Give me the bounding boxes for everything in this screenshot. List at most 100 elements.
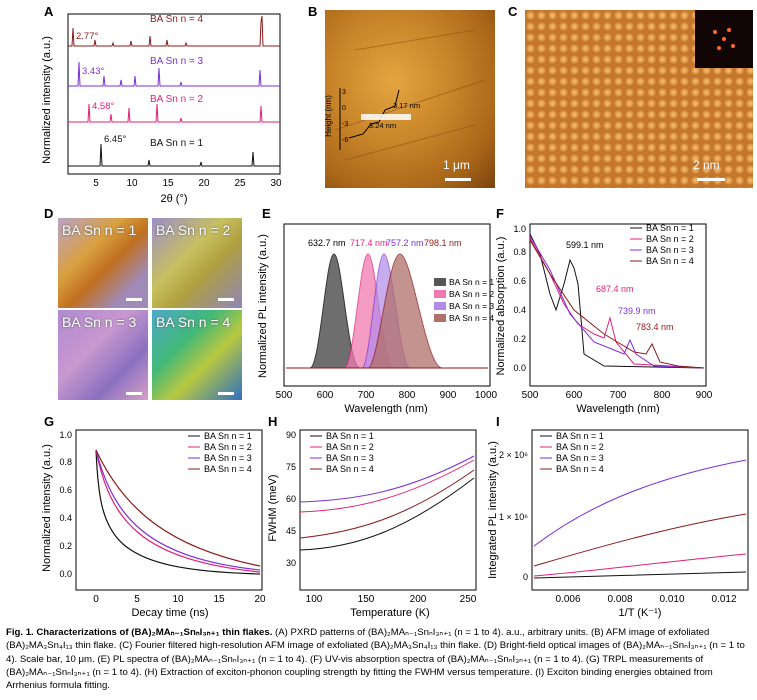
pl-xtick: 500 bbox=[276, 390, 293, 401]
pxrd-peak-n3: 3.43° bbox=[82, 66, 104, 77]
ipl-xtick: 0.006 bbox=[555, 594, 580, 605]
ipl-frame bbox=[531, 429, 749, 591]
abs-legend-n2: BA Sn n = 2 bbox=[646, 234, 694, 244]
trpl-ytick: 0.2 bbox=[59, 541, 72, 551]
pl-legend-n3: BA Sn n = 3 bbox=[449, 301, 494, 311]
trpl-xtick: 10 bbox=[172, 594, 184, 605]
figure-caption: Fig. 1. Characterizations of (BA)₂MAₙ₋₁S… bbox=[6, 626, 751, 692]
afm-profile: Height (nm) 3 0 -3 -6 3.17 nm 3.24 nm bbox=[325, 29, 486, 161]
panel-label-a: A bbox=[44, 4, 54, 19]
pl-legend-n2: BA Sn n = 2 bbox=[449, 289, 494, 299]
abs-ytick: 0.2 bbox=[513, 334, 526, 344]
abs-peak-label-n4: 783.4 nm bbox=[636, 322, 674, 332]
afm-scalebar bbox=[445, 178, 471, 181]
fwhm-legend-n4: BA Sn n = 4 bbox=[326, 464, 374, 474]
pxrd-xtick: 20 bbox=[198, 178, 210, 189]
ipl-legend-n3: BA Sn n = 3 bbox=[556, 453, 604, 463]
fft-inset bbox=[695, 10, 753, 68]
afm-ytick: -3 bbox=[342, 121, 348, 128]
panel-label-h: H bbox=[268, 414, 278, 429]
hr-scale-label: 2 nm bbox=[693, 158, 720, 172]
pl-xlabel: Wavelength (nm) bbox=[344, 403, 427, 414]
optical-label-n4: BA Sn n = 4 bbox=[156, 314, 231, 330]
pxrd-curve-n1 bbox=[68, 143, 280, 167]
abs-curve-n1 bbox=[529, 233, 705, 369]
pl-peak-n4 bbox=[367, 253, 443, 369]
pl-peak-label-n3: 757.2 nm bbox=[386, 238, 424, 248]
trpl-ylabel: Normalized intensity (a.u.) bbox=[41, 444, 53, 572]
fwhm-legend-n3: BA Sn n = 3 bbox=[326, 453, 374, 463]
trpl-curve-n3 bbox=[95, 449, 261, 571]
trpl-ytick: 1.0 bbox=[59, 430, 72, 440]
pl-peak-label-n4: 798.1 nm bbox=[424, 238, 462, 248]
fwhm-xtick: 200 bbox=[410, 594, 427, 605]
fwhm-chart: FWHM (meV) BA Sn n = 1 BA Sn n = 2 BA Sn… bbox=[267, 429, 477, 619]
trpl-legend-n3: BA Sn n = 3 bbox=[204, 453, 252, 463]
ipl-xlabel: 1/T (K⁻¹) bbox=[619, 607, 662, 619]
abs-ytick: 0.4 bbox=[513, 305, 526, 315]
abs-peak-label-n2: 687.4 nm bbox=[596, 284, 634, 294]
optical-label-n1: BA Sn n = 1 bbox=[62, 222, 137, 238]
abs-ytick: 0.8 bbox=[513, 247, 526, 257]
trpl-curve-n4 bbox=[95, 449, 261, 567]
pl-legend-n4: BA Sn n = 4 bbox=[449, 313, 494, 323]
pxrd-legend-n1: BA Sn n = 1 bbox=[150, 138, 204, 149]
trpl-ytick: 0.4 bbox=[59, 513, 72, 523]
fwhm-legend-n1: BA Sn n = 1 bbox=[326, 431, 374, 441]
integrated-pl-chart: Integrated PL intensity (a.u.) BA Sn n =… bbox=[487, 429, 749, 619]
abs-curve-n3 bbox=[529, 235, 705, 369]
ipl-xtick: 0.012 bbox=[711, 594, 736, 605]
optical-scalebar bbox=[126, 298, 142, 301]
trpl-xtick: 5 bbox=[134, 594, 140, 605]
ipl-legend-n1: BA Sn n = 1 bbox=[556, 431, 604, 441]
pxrd-xtick: 15 bbox=[162, 178, 174, 189]
panel-label-i: I bbox=[496, 414, 500, 429]
fwhm-curve-n3 bbox=[299, 455, 475, 503]
afm-height-label: Height (nm) bbox=[325, 95, 333, 137]
fwhm-legend-n2: BA Sn n = 2 bbox=[326, 442, 374, 452]
optical-image-n1: BA Sn n = 1 bbox=[58, 218, 148, 308]
pxrd-chart: Normalized intensity (a.u.) BA Sn n = 4 … bbox=[41, 13, 282, 205]
abs-xtick: 800 bbox=[654, 390, 671, 401]
fwhm-xlabel: Temperature (K) bbox=[350, 607, 429, 619]
abs-legend-n1: BA Sn n = 1 bbox=[646, 223, 694, 233]
optical-label-n3: BA Sn n = 3 bbox=[62, 314, 137, 330]
trpl-chart: Normalized intensity (a.u.) BA Sn n = 1 … bbox=[41, 429, 266, 619]
afm-step-1: 3.17 nm bbox=[393, 101, 420, 110]
fwhm-curve-n1 bbox=[299, 477, 475, 551]
optical-image-n2: BA Sn n = 2 bbox=[152, 218, 242, 308]
absorption-chart: Normalized absorption (a.u.) 599.1 nm 68… bbox=[495, 223, 713, 414]
trpl-ytick: 0.6 bbox=[59, 485, 72, 495]
panel-label-c: C bbox=[508, 4, 518, 19]
pxrd-legend-n2: BA Sn n = 2 bbox=[150, 94, 204, 105]
pl-legend-n1: BA Sn n = 1 bbox=[449, 277, 494, 287]
panel-label-e: E bbox=[262, 206, 271, 221]
abs-legend-n3: BA Sn n = 3 bbox=[646, 245, 694, 255]
trpl-curve-n2 bbox=[95, 449, 261, 573]
optical-image-n4: BA Sn n = 4 bbox=[152, 310, 242, 400]
optical-image-n3: BA Sn n = 3 bbox=[58, 310, 148, 400]
pxrd-curve-n2 bbox=[68, 103, 280, 123]
fwhm-xtick: 100 bbox=[306, 594, 323, 605]
abs-curve-n4 bbox=[529, 239, 705, 369]
ipl-curve-n1 bbox=[533, 571, 747, 579]
ipl-ylabel: Integrated PL intensity (a.u.) bbox=[487, 441, 499, 579]
pxrd-xtick: 30 bbox=[270, 178, 282, 189]
trpl-curve-n1 bbox=[95, 449, 261, 575]
ipl-ytick: 1 × 10⁶ bbox=[499, 512, 528, 522]
abs-peak-label-n1: 599.1 nm bbox=[566, 240, 604, 250]
abs-ylabel: Normalized absorption (a.u.) bbox=[495, 237, 507, 376]
abs-legend-n4: BA Sn n = 4 bbox=[646, 256, 694, 266]
fwhm-curve-n4 bbox=[299, 469, 475, 539]
fwhm-ytick: 75 bbox=[286, 462, 296, 472]
pl-peak-label-n2: 717.4 nm bbox=[350, 238, 388, 248]
pxrd-xtick: 10 bbox=[126, 178, 138, 189]
ipl-xtick: 0.010 bbox=[659, 594, 684, 605]
fwhm-ytick: 90 bbox=[286, 430, 296, 440]
fwhm-ylabel: FWHM (meV) bbox=[267, 474, 279, 541]
afm-ytick: 0 bbox=[342, 105, 346, 112]
abs-xtick: 500 bbox=[522, 390, 539, 401]
pxrd-frame bbox=[67, 13, 281, 175]
pxrd-curve-n3 bbox=[68, 61, 280, 87]
abs-xtick: 700 bbox=[610, 390, 627, 401]
